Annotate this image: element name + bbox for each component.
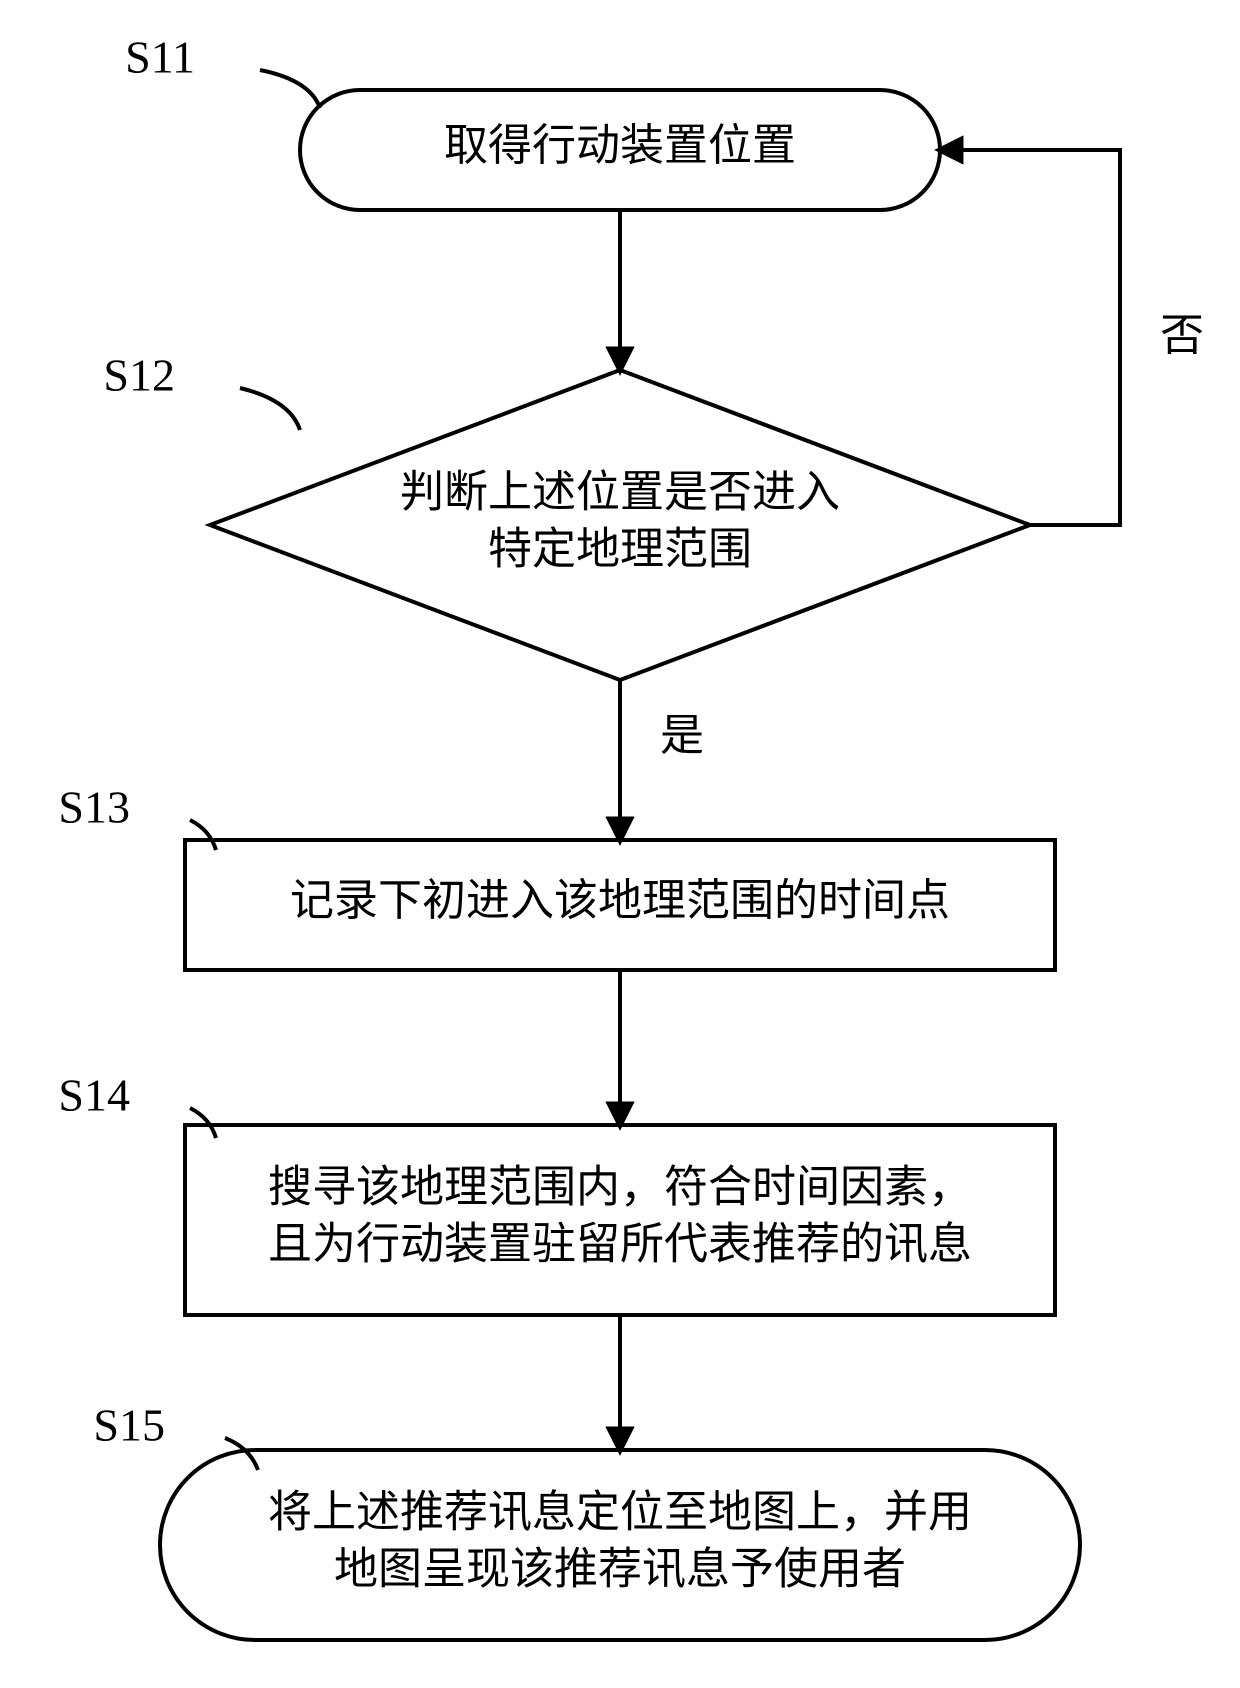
step-label-s15: S15 bbox=[93, 1400, 165, 1451]
step-label-s13: S13 bbox=[58, 782, 130, 833]
step-label-s12: S12 bbox=[103, 350, 175, 401]
node-s15-text-line-0: 将上述推荐讯息定位至地图上，并用 bbox=[268, 1487, 972, 1536]
node-s15-text-line-1: 地图呈现该推荐讯息予使用者 bbox=[334, 1545, 906, 1594]
node-s13-text-line-0: 记录下初进入该地理范围的时间点 bbox=[290, 876, 950, 925]
node-s14-text-line-0: 搜寻该地理范围内，符合时间因素， bbox=[268, 1162, 972, 1211]
node-s12-text-line-1: 特定地理范围 bbox=[488, 525, 752, 574]
edge-label-s12-s11: 否 bbox=[1160, 311, 1204, 360]
edge-label-s12-s13: 是 bbox=[660, 711, 704, 760]
step-label-leader-s12 bbox=[240, 388, 300, 430]
edge-s12-s11 bbox=[940, 150, 1120, 525]
node-s12-text-line-0: 判断上述位置是否进入 bbox=[400, 467, 840, 516]
node-s14-text-line-1: 且为行动装置驻留所代表推荐的讯息 bbox=[268, 1220, 972, 1269]
step-label-leader-s13 bbox=[190, 820, 216, 850]
step-label-s11: S11 bbox=[125, 32, 195, 83]
step-label-s14: S14 bbox=[58, 1070, 130, 1121]
step-label-leader-s11 bbox=[260, 70, 320, 108]
node-s11-text-line-0: 取得行动装置位置 bbox=[444, 121, 796, 170]
